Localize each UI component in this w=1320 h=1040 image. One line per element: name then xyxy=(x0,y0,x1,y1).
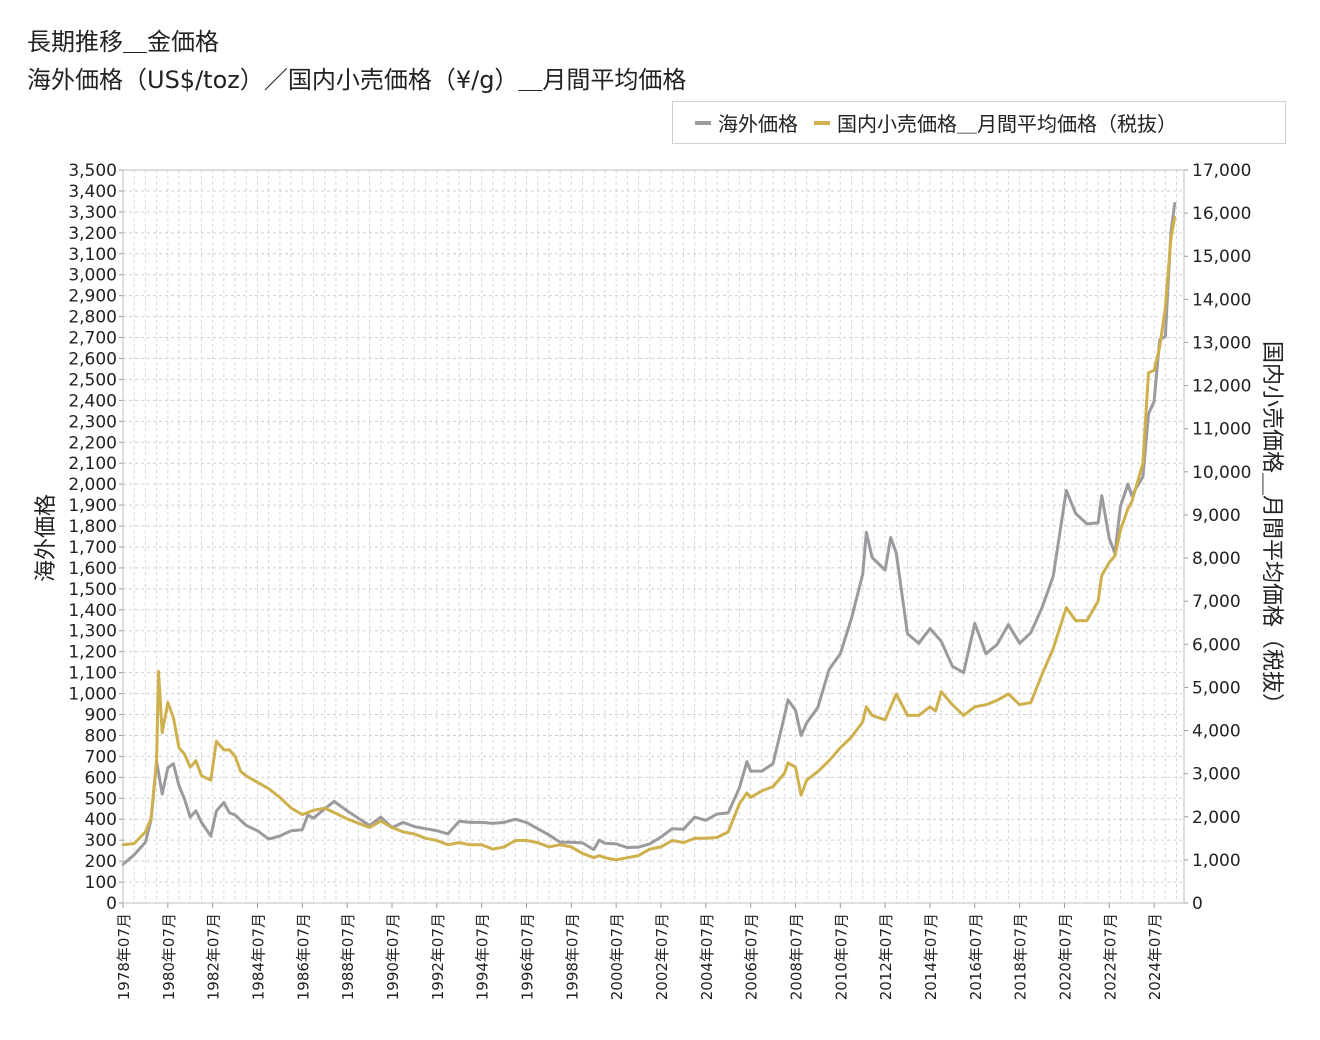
x-tick-label: 1988年07月 xyxy=(339,913,357,1000)
y2-tick-label: 17,000 xyxy=(1192,161,1251,181)
x-tick-label: 1980年07月 xyxy=(160,913,178,1000)
series-line-overseas xyxy=(121,202,1177,866)
y-tick-label: 1,300 xyxy=(68,622,117,642)
y2-tick-label: 14,000 xyxy=(1192,290,1251,310)
y-tick-label: 600 xyxy=(85,768,117,788)
y-tick-label: 0 xyxy=(106,894,117,914)
y-tick-label: 1,400 xyxy=(68,601,117,621)
x-tick-label: 1982年07月 xyxy=(205,913,223,1000)
y-tick-label: 3,500 xyxy=(68,161,117,181)
legend-swatch-overseas xyxy=(695,120,711,125)
y-tick-label: 3,400 xyxy=(68,182,117,202)
y-tick-label: 300 xyxy=(85,831,117,851)
x-tick-label: 1992年07月 xyxy=(429,913,447,1000)
x-tick-label: 2006年07月 xyxy=(743,913,761,1000)
chart-subtitle: 海外価格（US$/toz）／国内小売価格（¥/g）＿月間平均価格 xyxy=(27,66,687,94)
y-tick-label: 100 xyxy=(85,873,117,893)
y-tick-label: 400 xyxy=(85,810,117,830)
x-tick-label: 2018年07月 xyxy=(1012,913,1030,1000)
y-tick-label: 500 xyxy=(85,789,117,809)
legend-label-overseas: 海外価格 xyxy=(718,112,798,136)
x-tick-label: 1998年07月 xyxy=(563,913,581,1000)
y-tick-label: 700 xyxy=(85,747,117,767)
x-tick-label: 2022年07月 xyxy=(1101,913,1119,1000)
x-tick-label: 1978年07月 xyxy=(115,913,133,1000)
y-tick-label: 1,200 xyxy=(68,643,117,663)
y-axis-label: 海外価格 xyxy=(34,494,59,582)
y2-tick-label: 16,000 xyxy=(1192,204,1251,224)
y2-tick-label: 5,000 xyxy=(1192,678,1241,698)
x-tick-label: 2024年07月 xyxy=(1146,913,1164,1000)
y-tick-label: 2,600 xyxy=(68,349,117,369)
y2-tick-label: 15,000 xyxy=(1192,247,1251,267)
y-tick-label: 1,000 xyxy=(68,685,117,705)
y2-tick-label: 7,000 xyxy=(1192,592,1241,612)
x-tick-label: 1990年07月 xyxy=(384,913,402,1000)
legend-item-domestic: 国内小売価格＿月間平均価格（税抜） xyxy=(814,108,1177,137)
y-tick-label: 1,600 xyxy=(68,559,117,579)
y-tick-label: 3,300 xyxy=(68,203,117,223)
y2-tick-label: 0 xyxy=(1192,894,1203,914)
x-tick-label: 1986年07月 xyxy=(294,913,312,1000)
legend-swatch-domestic xyxy=(814,120,830,125)
x-tick-label: 2002年07月 xyxy=(653,913,671,1000)
y-tick-label: 900 xyxy=(85,706,117,726)
chart-title: 長期推移＿金価格 xyxy=(27,28,219,56)
y-tick-label: 2,300 xyxy=(68,412,117,432)
y-tick-label: 1,700 xyxy=(68,538,117,558)
plot-frame xyxy=(122,169,1185,904)
x-tick-label: 2004年07月 xyxy=(698,913,716,1000)
y2-tick-label: 1,000 xyxy=(1192,851,1241,871)
legend-label-domestic: 国内小売価格＿月間平均価格（税抜） xyxy=(837,112,1177,136)
x-tick-label: 2010年07月 xyxy=(832,913,850,1000)
x-tick-label: 2008年07月 xyxy=(787,913,805,1000)
axes: 01002003004005006007008009001,0001,1001,… xyxy=(68,161,1251,1000)
series-layer xyxy=(121,202,1177,866)
y-tick-label: 2,700 xyxy=(68,329,117,349)
x-tick-label: 1996年07月 xyxy=(518,913,536,1000)
y2-tick-label: 6,000 xyxy=(1192,635,1241,655)
y-tick-label: 2,000 xyxy=(68,475,117,495)
y-tick-label: 2,800 xyxy=(68,308,117,328)
y-tick-label: 2,500 xyxy=(68,370,117,390)
y-tick-label: 2,400 xyxy=(68,391,117,411)
x-tick-label: 1994年07月 xyxy=(474,913,492,1000)
x-tick-label: 2012年07月 xyxy=(877,913,895,1000)
y2-tick-label: 12,000 xyxy=(1192,377,1251,397)
y2-tick-label: 4,000 xyxy=(1192,722,1241,742)
y-tick-label: 2,900 xyxy=(68,287,117,307)
grid xyxy=(122,169,1184,904)
y-tick-label: 2,100 xyxy=(68,454,117,474)
y2-tick-label: 2,000 xyxy=(1192,808,1241,828)
x-tick-label: 1984年07月 xyxy=(249,913,267,1000)
legend: 海外価格 国内小売価格＿月間平均価格（税抜） xyxy=(672,101,1286,144)
y2-tick-label: 11,000 xyxy=(1192,420,1251,440)
y2-tick-label: 3,000 xyxy=(1192,765,1241,785)
legend-item-overseas: 海外価格 xyxy=(695,108,798,137)
y2-axis-label: 国内小売価格＿月間平均価格（税抜） xyxy=(1259,341,1284,715)
y2-tick-label: 13,000 xyxy=(1192,333,1251,353)
y-tick-label: 200 xyxy=(85,852,117,872)
y2-tick-label: 9,000 xyxy=(1192,506,1241,526)
y-tick-label: 3,100 xyxy=(68,245,117,265)
y-tick-label: 800 xyxy=(85,726,117,746)
x-tick-label: 2020年07月 xyxy=(1056,913,1074,1000)
x-tick-label: 2016年07月 xyxy=(967,913,985,1000)
y-tick-label: 1,100 xyxy=(68,664,117,684)
y-tick-label: 1,500 xyxy=(68,580,117,600)
y-tick-label: 1,800 xyxy=(68,517,117,537)
y-tick-label: 1,900 xyxy=(68,496,117,516)
y-tick-label: 2,200 xyxy=(68,433,117,453)
y2-tick-label: 10,000 xyxy=(1192,463,1251,483)
y-tick-label: 3,000 xyxy=(68,266,117,286)
y2-tick-label: 8,000 xyxy=(1192,549,1241,569)
x-tick-label: 2000年07月 xyxy=(608,913,626,1000)
y-tick-label: 3,200 xyxy=(68,224,117,244)
series-line-domestic xyxy=(121,215,1177,862)
x-tick-label: 2014年07月 xyxy=(922,913,940,1000)
